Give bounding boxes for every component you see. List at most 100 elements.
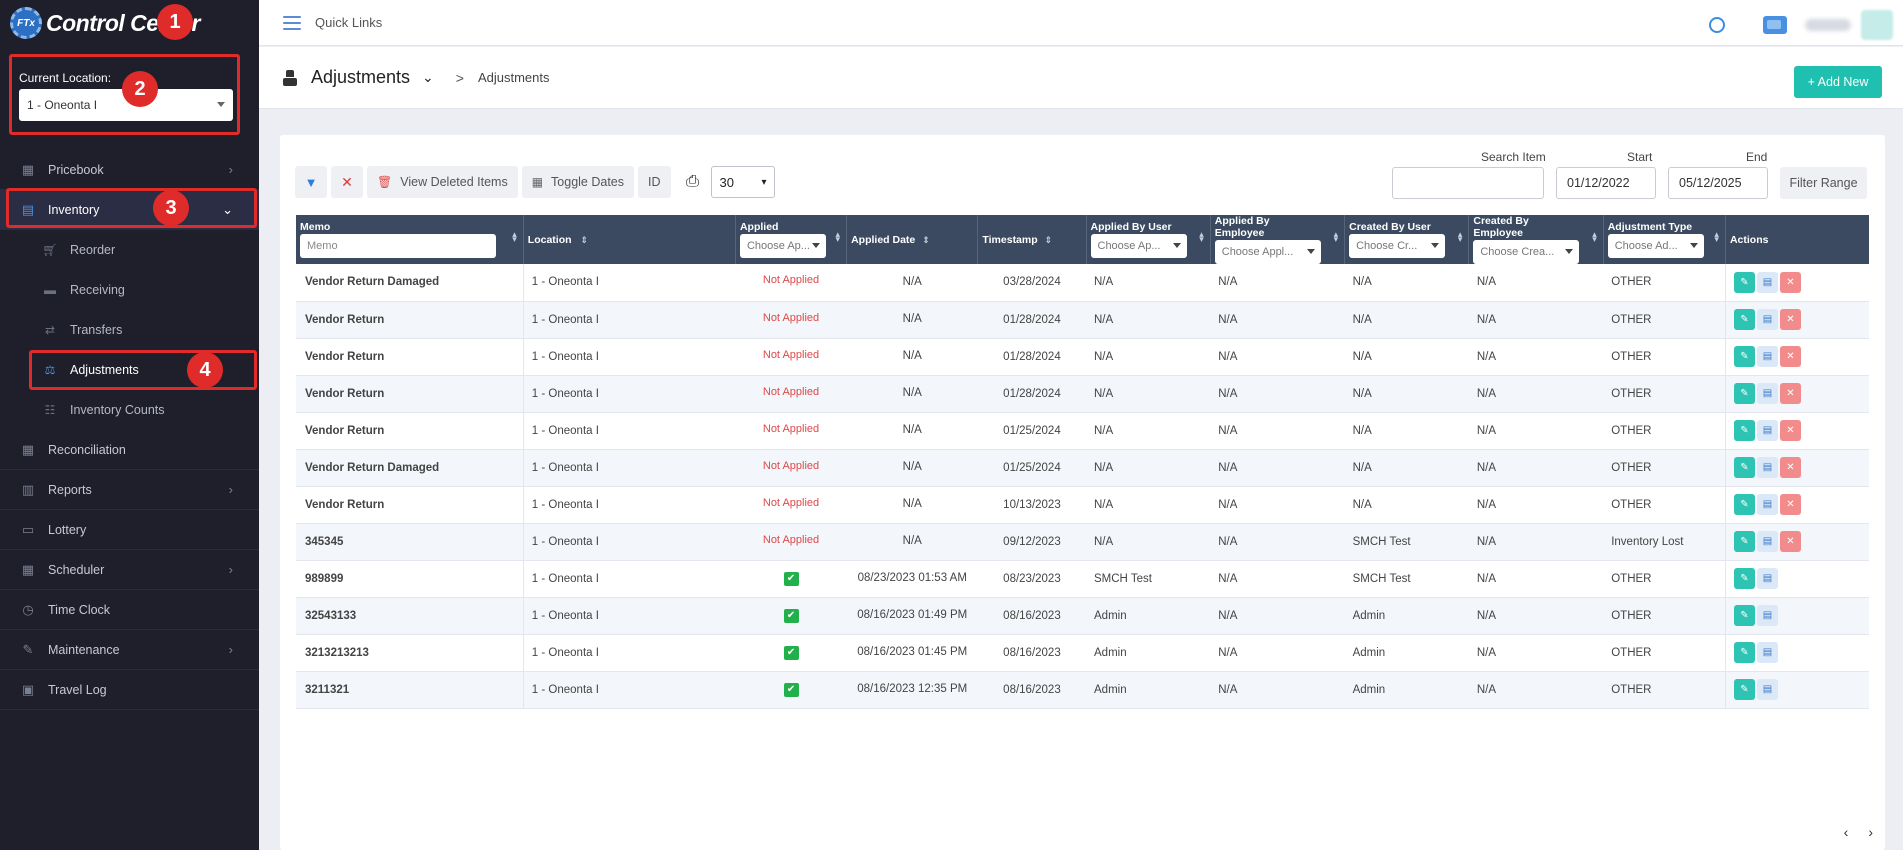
sort-icon[interactable]: ▴ ▾	[512, 229, 517, 244]
cell-memo[interactable]: 3211321	[305, 683, 350, 696]
sidebar-item-inventory[interactable]: ▤ Inventory ⌄	[0, 190, 259, 230]
edit-button[interactable]: ✎	[1733, 494, 1755, 515]
col-applied-by-user[interactable]: Applied By User Choose Ap... ▴ ▾	[1086, 215, 1211, 264]
view-button[interactable]: ▤	[1756, 271, 1778, 293]
start-date-input[interactable]: 01/12/2022	[1556, 167, 1656, 199]
sort-icon[interactable]: ⇕	[922, 234, 930, 245]
delete-button[interactable]: ✕	[1779, 271, 1801, 293]
next-page-button[interactable]: ›	[1868, 824, 1873, 840]
filter-range-button[interactable]: Filter Range	[1780, 167, 1867, 199]
applied-by-employee-filter-select[interactable]: Choose Appl...	[1214, 240, 1321, 264]
cell-memo[interactable]: Vendor Return	[305, 498, 385, 511]
clear-filter-button[interactable]: ✕	[331, 166, 363, 198]
col-applied[interactable]: Applied Choose Ap... ▴ ▾	[735, 215, 848, 264]
col-adjustment-type[interactable]: Adjustment Type Choose Ad... ▴ ▾	[1603, 215, 1726, 264]
sidebar-subitem-receiving[interactable]: ▬ Receiving	[0, 270, 259, 310]
created-by-employee-filter-select[interactable]: Choose Crea...	[1473, 240, 1580, 264]
view-deleted-button[interactable]: 🗑︎ View Deleted Items	[367, 166, 518, 198]
edit-button[interactable]: ✎	[1733, 642, 1755, 663]
memo-filter-input[interactable]: Memo	[300, 234, 496, 258]
col-applied-by-employee[interactable]: Applied By Employee Choose Appl... ▴ ▾	[1210, 215, 1346, 264]
edit-button[interactable]: ✎	[1733, 568, 1755, 589]
col-created-by-employee[interactable]: Created By Employee Choose Crea... ▴ ▾	[1468, 215, 1604, 264]
sidebar-item-time-clock[interactable]: ◷ Time Clock	[0, 590, 259, 630]
edit-button[interactable]: ✎	[1733, 605, 1755, 626]
prev-page-button[interactable]: ‹	[1843, 824, 1849, 840]
sidebar-subitem-adjustments[interactable]: ⚖︎ Adjustments	[0, 350, 259, 390]
sort-icon[interactable]: ▴ ▾	[1199, 229, 1204, 244]
edit-button[interactable]: ✎	[1733, 346, 1755, 367]
sort-icon[interactable]: ⇕	[1044, 234, 1053, 245]
view-button[interactable]: ▤	[1756, 457, 1778, 478]
chat-icon[interactable]	[1763, 16, 1787, 34]
view-button[interactable]: ▤	[1756, 309, 1778, 330]
edit-button[interactable]: ✎	[1733, 679, 1755, 700]
sort-icon[interactable]: ⇕	[580, 234, 589, 245]
sidebar-item-reconciliation[interactable]: ▦ Reconciliation	[0, 430, 259, 470]
cell-memo[interactable]: 989899	[305, 572, 344, 585]
brand[interactable]: FTx Control Center	[0, 0, 259, 46]
view-button[interactable]: ▤	[1756, 420, 1778, 441]
sort-icon[interactable]: ▴ ▾	[835, 229, 841, 244]
sort-icon[interactable]: ▴ ▾	[1714, 229, 1719, 244]
quick-links-icon[interactable]	[283, 15, 301, 30]
view-button[interactable]: ▤	[1756, 494, 1778, 515]
cell-memo[interactable]: Vendor Return	[305, 424, 385, 437]
id-button[interactable]: ID	[638, 166, 671, 198]
applied-filter-select[interactable]: Choose Ap...	[739, 234, 826, 258]
view-button[interactable]: ▤	[1756, 568, 1778, 589]
sidebar-subitem-transfers[interactable]: ⇄ Transfers	[0, 310, 259, 350]
edit-button[interactable]: ✎	[1733, 271, 1755, 293]
edit-button[interactable]: ✎	[1733, 309, 1755, 330]
end-date-input[interactable]: 05/12/2025	[1668, 167, 1768, 199]
quick-links-label[interactable]: Quick Links	[315, 15, 383, 30]
sidebar-item-travel-log[interactable]: ▣ Travel Log	[0, 670, 259, 710]
col-created-by-user[interactable]: Created By User Choose Cr... ▴ ▾	[1344, 215, 1470, 264]
cell-memo[interactable]: 3213213213	[305, 646, 369, 659]
view-button[interactable]: ▤	[1756, 531, 1778, 552]
col-location[interactable]: Location ⇕	[523, 215, 736, 264]
search-item-input[interactable]	[1392, 167, 1544, 199]
col-timestamp[interactable]: Timestamp ⇕	[977, 215, 1087, 264]
view-button[interactable]: ▤	[1756, 605, 1778, 626]
sidebar-item-maintenance[interactable]: ✎ Maintenance ›	[0, 630, 259, 670]
sidebar-item-pricebook[interactable]: ▦ Pricebook ›	[0, 150, 259, 190]
sort-icon[interactable]: ▴ ▾	[1457, 229, 1463, 244]
created-by-user-filter-select[interactable]: Choose Cr...	[1349, 234, 1446, 258]
col-applied-date[interactable]: Applied Date ⇕	[846, 215, 979, 264]
view-button[interactable]: ▤	[1756, 383, 1778, 404]
sidebar-item-scheduler[interactable]: ▦ Scheduler ›	[0, 550, 259, 590]
sidebar-subitem-inventory-counts[interactable]: ☷ Inventory Counts	[0, 390, 259, 430]
delete-button[interactable]: ✕	[1779, 494, 1801, 515]
delete-button[interactable]: ✕	[1779, 531, 1801, 552]
sidebar-subitem-reorder[interactable]: 🛒︎ Reorder	[0, 230, 259, 270]
page-title[interactable]: Adjustments	[311, 67, 411, 87]
delete-button[interactable]: ✕	[1779, 420, 1801, 441]
delete-button[interactable]: ✕	[1779, 457, 1801, 478]
view-button[interactable]: ▤	[1756, 642, 1778, 663]
col-memo[interactable]: Memo Memo ▴ ▾	[296, 215, 524, 264]
delete-button[interactable]: ✕	[1779, 383, 1801, 404]
user-name-blurred[interactable]	[1805, 19, 1851, 31]
sort-icon[interactable]: ▴ ▾	[1592, 229, 1597, 244]
sidebar-item-lottery[interactable]: ▭ Lottery	[0, 510, 259, 550]
edit-button[interactable]: ✎	[1733, 383, 1755, 404]
cell-memo[interactable]: Vendor Return	[305, 313, 385, 326]
cell-memo[interactable]: 32543133	[305, 609, 357, 622]
delete-button[interactable]: ✕	[1779, 346, 1801, 367]
adjustment-type-filter-select[interactable]: Choose Ad...	[1607, 234, 1704, 258]
delete-button[interactable]: ✕	[1779, 309, 1801, 330]
location-select[interactable]: 1 - Oneonta I	[19, 89, 233, 121]
edit-button[interactable]: ✎	[1733, 531, 1755, 552]
cell-memo[interactable]: 345345	[305, 535, 344, 548]
edit-button[interactable]: ✎	[1733, 420, 1755, 441]
avatar[interactable]	[1861, 10, 1893, 40]
page-size-select[interactable]: 30 ▾	[710, 166, 775, 198]
sort-icon[interactable]: ▴ ▾	[1333, 229, 1339, 244]
cell-memo[interactable]: Vendor Return	[305, 350, 385, 363]
edit-button[interactable]: ✎	[1733, 457, 1755, 478]
search-icon[interactable]	[1709, 17, 1725, 33]
chevron-down-icon[interactable]: ⌄	[422, 69, 434, 85]
cell-memo[interactable]: Vendor Return	[305, 387, 385, 400]
add-new-button[interactable]: + Add New	[1794, 66, 1882, 98]
